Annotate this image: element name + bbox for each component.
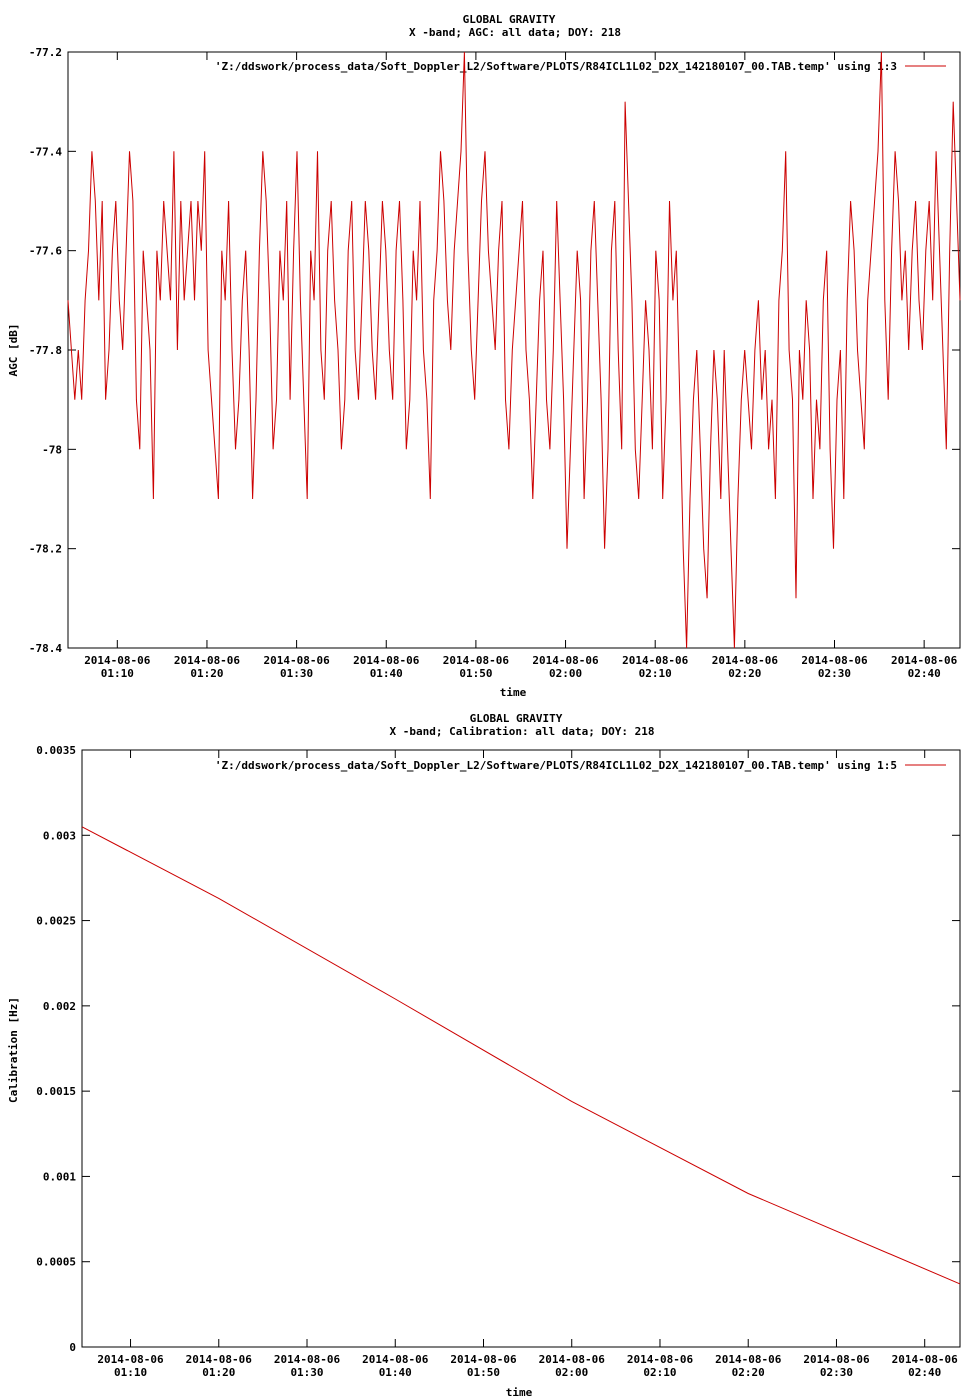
x-tick-label-time: 02:20 [728,667,761,680]
x-tick-label-date: 2014-08-06 [892,1353,959,1366]
y-tick-label: -77.6 [29,245,62,258]
x-tick-label-date: 2014-08-06 [263,654,330,667]
x-tick-label-date: 2014-08-06 [174,654,241,667]
chart1-plot-frame [67,51,961,649]
series-line [67,51,961,649]
x-tick-label-time: 01:40 [379,1366,412,1379]
y-tick-label: 0.002 [43,1000,76,1013]
chart1-legend-label: 'Z:/ddswork/process_data/Soft_Doppler_L2… [215,60,897,73]
x-tick-label-date: 2014-08-06 [443,654,510,667]
x-tick-label-time: 02:00 [555,1366,588,1379]
x-tick-label-date: 2014-08-06 [627,1353,694,1366]
chart1-y-axis: -77.2 -77.4 -77.6 -77.8 -78 -78.2 -78.4 [29,46,960,655]
calibration-chart: GLOBAL GRAVITY X -band; Calibration: all… [7,712,961,1399]
x-tick-label-time: 01:10 [101,667,134,680]
x-tick-label-date: 2014-08-06 [622,654,689,667]
chart1-x-axis-label: time [500,686,527,699]
y-tick-label: 0.0035 [36,744,76,757]
chart1-y-axis-label: AGC [dB] [7,324,20,377]
chart2-y-axis: 0.0035 0.003 0.0025 0.002 0.0015 0.001 0.0005 0 [36,744,960,1354]
x-tick-label-time: 01:40 [370,667,403,680]
chart2-legend-label: 'Z:/ddswork/process_data/Soft_Doppler_L2… [215,759,897,772]
y-tick-label: 0.0015 [36,1085,76,1098]
x-tick-label-time: 01:10 [114,1366,147,1379]
x-tick-label-time: 02:10 [643,1366,676,1379]
chart1-subtitle: X -band; AGC: all data; DOY: 218 [409,26,621,39]
series-line [81,826,961,1285]
chart2-plot-frame [81,749,961,1348]
x-tick-label-time: 01:20 [202,1366,235,1379]
chart1-title: GLOBAL GRAVITY [463,13,556,26]
x-tick-label-date: 2014-08-06 [186,1353,253,1366]
y-tick-label: 0.001 [43,1170,76,1183]
x-tick-label-date: 2014-08-06 [362,1353,429,1366]
y-tick-label: 0 [69,1341,76,1354]
chart2-x-axis-label: time [506,1386,533,1399]
y-tick-label: 0.0025 [36,915,76,928]
x-tick-label-time: 01:30 [280,667,313,680]
x-tick-label-date: 2014-08-06 [353,654,420,667]
y-tick-label: -77.2 [29,46,62,59]
x-tick-label-date: 2014-08-06 [715,1353,782,1366]
x-tick-label-time: 02:40 [908,667,941,680]
y-tick-label: -77.8 [29,344,62,357]
x-tick-label-date: 2014-08-06 [803,1353,870,1366]
x-tick-label-time: 02:30 [820,1366,853,1379]
y-tick-label: -77.4 [29,145,62,158]
chart1-x-axis: 2014-08-0601:102014-08-0601:202014-08-06… [84,52,958,680]
x-tick-label-date: 2014-08-06 [891,654,958,667]
x-tick-label-time: 02:20 [732,1366,765,1379]
x-tick-label-date: 2014-08-06 [97,1353,164,1366]
chart2-y-axis-label: Calibration [Hz] [7,997,20,1103]
x-tick-label-date: 2014-08-06 [84,654,151,667]
x-tick-label-date: 2014-08-06 [274,1353,341,1366]
x-tick-label-time: 02:10 [639,667,672,680]
x-tick-label-date: 2014-08-06 [712,654,779,667]
chart2-x-axis: 2014-08-0601:102014-08-0601:202014-08-06… [97,750,958,1379]
x-tick-label-date: 2014-08-06 [450,1353,517,1366]
y-tick-label: -78 [42,443,62,456]
x-tick-label-time: 02:00 [549,667,582,680]
agc-chart: GLOBAL GRAVITY X -band; AGC: all data; D… [7,13,961,699]
x-tick-label-time: 01:50 [459,667,492,680]
x-tick-label-date: 2014-08-06 [801,654,868,667]
y-tick-label: 0.0005 [36,1256,76,1269]
x-tick-label-time: 01:30 [290,1366,323,1379]
x-tick-label-time: 01:20 [190,667,223,680]
y-tick-label: 0.003 [43,829,76,842]
x-tick-label-time: 02:40 [908,1366,941,1379]
x-tick-label-time: 02:30 [818,667,851,680]
chart2-subtitle: X -band; Calibration: all data; DOY: 218 [390,725,655,738]
y-tick-label: -78.4 [29,642,62,655]
x-tick-label-date: 2014-08-06 [532,654,599,667]
x-tick-label-time: 01:50 [467,1366,500,1379]
y-tick-label: -78.2 [29,543,62,556]
chart2-title: GLOBAL GRAVITY [470,712,563,725]
x-tick-label-date: 2014-08-06 [539,1353,606,1366]
